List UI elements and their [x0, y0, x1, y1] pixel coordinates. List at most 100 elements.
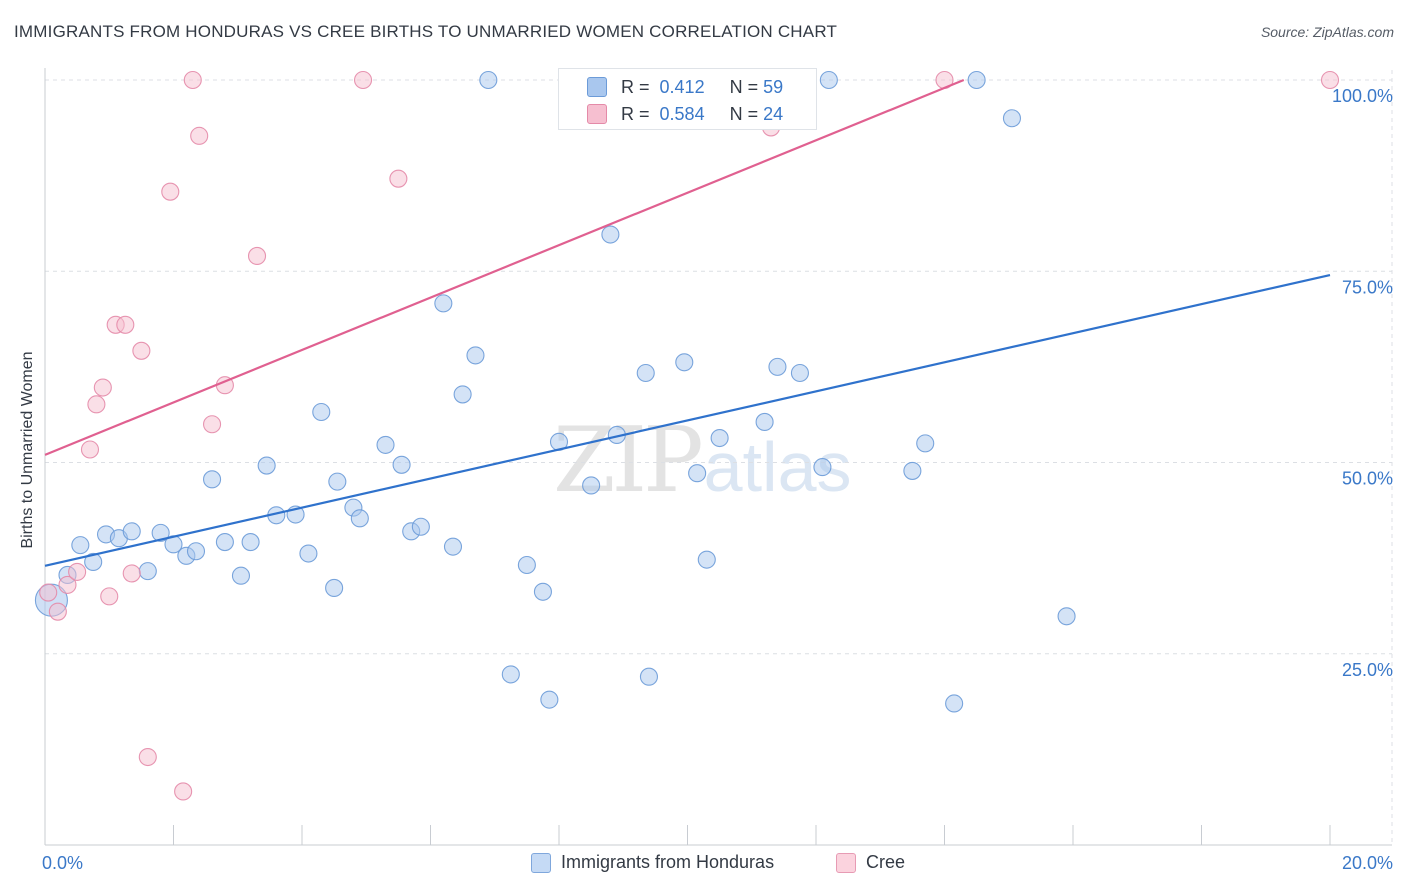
legend-r-value: 0.584	[659, 103, 705, 124]
cree-point	[203, 415, 222, 434]
cree-point	[161, 182, 180, 201]
honduras-point	[533, 582, 552, 601]
trend-layer	[44, 78, 1331, 567]
cree-trend-line	[44, 78, 965, 456]
honduras-point	[231, 566, 251, 585]
axis-layer	[44, 68, 1392, 846]
cree-point	[190, 126, 209, 145]
honduras-point	[945, 694, 964, 713]
honduras-point	[601, 225, 620, 244]
cree-point	[138, 747, 157, 767]
honduras-point	[479, 70, 498, 90]
honduras-point	[790, 363, 809, 383]
cree-point	[80, 440, 100, 459]
honduras-point	[443, 537, 463, 556]
series-label-cree: Cree	[866, 852, 906, 872]
honduras-point	[312, 402, 331, 422]
cree-point	[247, 246, 267, 265]
cree-point	[58, 575, 77, 594]
x-tick-label: 0.0%	[42, 853, 83, 873]
series-legend: Immigrants from Honduras Cree	[0, 850, 1406, 880]
honduras-point	[501, 665, 520, 684]
legend-n-label: N =	[729, 76, 759, 97]
honduras-point	[453, 385, 472, 404]
honduras-trend-line	[44, 274, 1331, 567]
legend-r-label: R =	[621, 103, 650, 124]
honduras-point	[203, 470, 222, 489]
cree-point	[183, 70, 202, 90]
honduras-point	[215, 533, 234, 552]
honduras-point	[71, 536, 90, 555]
honduras-point	[151, 523, 170, 542]
honduras-point	[186, 542, 206, 561]
honduras-point	[916, 434, 935, 453]
cree-point	[389, 169, 408, 188]
legend-n-value: 24	[763, 103, 784, 124]
correlation-legend: R = 0.412 N = 59 R = 0.584 N = 24	[558, 68, 817, 130]
legend-swatch-honduras	[587, 77, 607, 97]
cree-point	[68, 562, 87, 581]
legend-row-honduras: R = 0.412 N = 59	[621, 74, 783, 100]
honduras-point	[582, 476, 601, 495]
cree-point	[122, 564, 141, 583]
honduras-point	[84, 552, 103, 572]
y-tick-label: 50.0%	[1342, 469, 1393, 489]
cree-point	[100, 587, 119, 606]
honduras-point	[328, 472, 347, 491]
honduras-point	[376, 435, 395, 454]
honduras-point	[755, 412, 774, 432]
honduras-point	[350, 509, 369, 528]
honduras-point	[122, 522, 141, 541]
x-tick-label: 20.0%	[1342, 853, 1393, 873]
honduras-point	[299, 544, 318, 563]
y-tick-label: 75.0%	[1342, 277, 1393, 297]
honduras-point	[540, 690, 559, 709]
source-label: Source: ZipAtlas.com	[1260, 24, 1394, 40]
series-legend-cree[interactable]: Cree	[836, 852, 905, 873]
label-layer: 25.0% 50.0% 75.0% 100.0% 0.0% 20.0%	[42, 86, 1393, 873]
honduras-point	[411, 517, 430, 536]
cree-point	[132, 341, 151, 360]
honduras-point	[636, 363, 655, 383]
legend-swatch-cree	[587, 104, 607, 124]
honduras-point	[675, 353, 694, 372]
honduras-point	[1057, 607, 1076, 626]
honduras-point	[697, 550, 716, 569]
cree-point	[39, 583, 58, 602]
honduras-point	[466, 346, 485, 365]
legend-n-label: N =	[729, 103, 759, 124]
honduras-point	[392, 455, 411, 474]
cree-point	[1320, 70, 1340, 90]
cree-point	[93, 378, 112, 397]
series-swatch-honduras	[531, 852, 551, 873]
y-tick-label: 100.0%	[1332, 86, 1393, 106]
honduras-point	[813, 458, 832, 477]
honduras-point	[138, 562, 157, 581]
honduras-point	[257, 456, 276, 475]
honduras-point	[819, 70, 838, 90]
cree-point	[116, 315, 135, 334]
series-swatch-cree	[836, 852, 856, 873]
watermark-zip: ZIP	[553, 408, 704, 513]
honduras-point	[434, 294, 453, 313]
honduras-point	[241, 533, 260, 552]
chart-title: IMMIGRANTS FROM HONDURAS VS CREE BIRTHS …	[14, 22, 838, 41]
legend-n-value: 59	[763, 76, 784, 97]
honduras-point	[768, 357, 787, 376]
cree-point	[353, 70, 373, 90]
honduras-point	[325, 578, 344, 598]
grid-layer	[45, 70, 1393, 845]
legend-r-label: R =	[621, 76, 650, 97]
series-label-honduras: Immigrants from Honduras	[561, 852, 775, 872]
points-layer	[34, 70, 1340, 801]
y-axis-label-wrap: Births to Unmarried Women	[14, 300, 42, 600]
honduras-point	[710, 428, 729, 448]
honduras-point	[639, 667, 659, 686]
cree-point	[174, 782, 193, 801]
honduras-point	[1002, 109, 1022, 128]
honduras-point	[688, 464, 707, 483]
honduras-point	[967, 70, 986, 90]
series-legend-honduras[interactable]: Immigrants from Honduras	[531, 852, 774, 873]
legend-row-cree: R = 0.584 N = 24	[621, 101, 783, 127]
